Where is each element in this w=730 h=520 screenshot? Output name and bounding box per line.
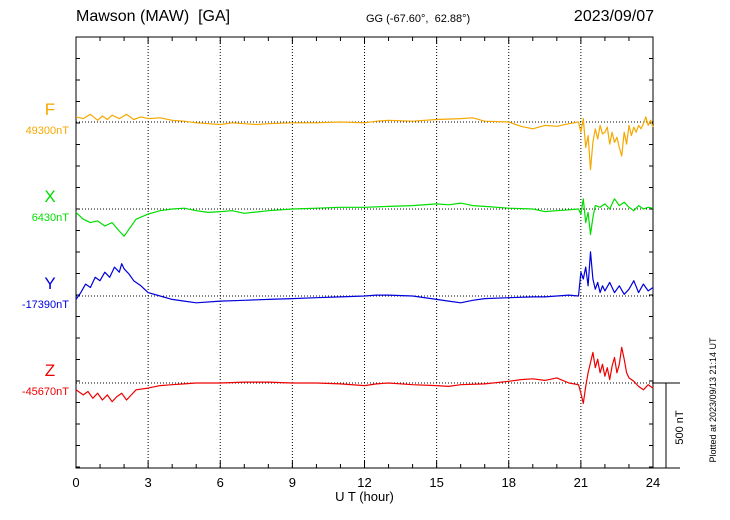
series-line-x xyxy=(75,198,654,237)
station-title: Mawson (MAW) [GA] xyxy=(76,8,231,25)
baseline-value-x: 6430nT xyxy=(32,212,70,224)
scale-bar-label: 500 nT xyxy=(674,410,686,445)
x-tick-label: 3 xyxy=(145,475,152,490)
x-tick-label: 21 xyxy=(574,475,588,490)
series-label-f: F xyxy=(45,100,55,119)
baseline-value-f: 49300nT xyxy=(26,125,70,137)
x-tick-label: 12 xyxy=(357,475,371,490)
series-label-y: Y xyxy=(44,274,55,293)
date-label: 2023/09/07 xyxy=(573,8,654,25)
x-axis-label: U T (hour) xyxy=(335,489,394,504)
series-line-y xyxy=(75,251,654,304)
baseline-value-z: -45670nT xyxy=(22,386,69,398)
x-tick-label: 24 xyxy=(646,475,660,490)
plotted-timestamp: Plotted at 2023/09/13 21:14 UT xyxy=(708,337,718,463)
series-label-x: X xyxy=(44,187,55,206)
series-line-f xyxy=(75,113,654,171)
x-tick-label: 0 xyxy=(72,475,79,490)
series-line-z xyxy=(75,346,654,404)
baseline-value-y: -17390nT xyxy=(22,299,69,311)
x-tick-label: 18 xyxy=(502,475,516,490)
series-label-z: Z xyxy=(45,361,55,380)
x-tick-label: 6 xyxy=(217,475,224,490)
x-tick-label: 15 xyxy=(429,475,443,490)
geo-coords: GG (-67.60°, 62.88°) xyxy=(366,13,471,25)
x-tick-label: 9 xyxy=(289,475,296,490)
